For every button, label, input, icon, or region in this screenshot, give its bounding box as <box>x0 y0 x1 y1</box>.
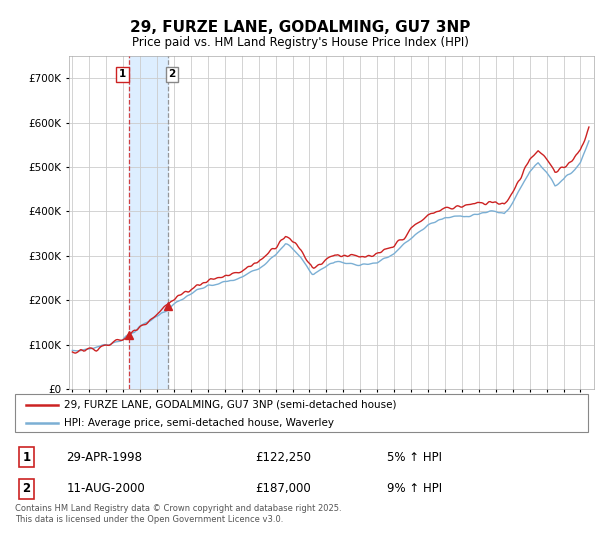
Text: 1: 1 <box>22 451 31 464</box>
Bar <box>129 56 167 389</box>
Text: 29-APR-1998: 29-APR-1998 <box>67 451 143 464</box>
Text: 2: 2 <box>22 482 31 495</box>
Text: 29, FURZE LANE, GODALMING, GU7 3NP (semi-detached house): 29, FURZE LANE, GODALMING, GU7 3NP (semi… <box>64 400 396 410</box>
Text: Contains HM Land Registry data © Crown copyright and database right 2025.
This d: Contains HM Land Registry data © Crown c… <box>15 504 341 524</box>
Text: 5% ↑ HPI: 5% ↑ HPI <box>388 451 442 464</box>
Text: £187,000: £187,000 <box>256 482 311 495</box>
Text: 1: 1 <box>119 69 126 80</box>
Text: Price paid vs. HM Land Registry's House Price Index (HPI): Price paid vs. HM Land Registry's House … <box>131 36 469 49</box>
Text: £122,250: £122,250 <box>256 451 311 464</box>
Text: HPI: Average price, semi-detached house, Waverley: HPI: Average price, semi-detached house,… <box>64 418 334 428</box>
Text: 29, FURZE LANE, GODALMING, GU7 3NP: 29, FURZE LANE, GODALMING, GU7 3NP <box>130 20 470 35</box>
Text: 9% ↑ HPI: 9% ↑ HPI <box>388 482 443 495</box>
Text: 2: 2 <box>169 69 176 80</box>
Text: 11-AUG-2000: 11-AUG-2000 <box>67 482 145 495</box>
FancyBboxPatch shape <box>15 394 588 432</box>
